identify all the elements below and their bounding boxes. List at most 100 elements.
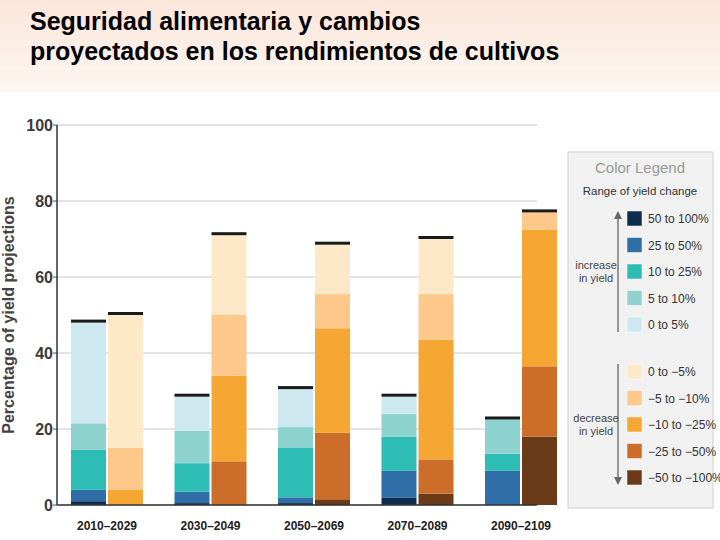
- legend-label: 25 to 50%: [648, 239, 702, 253]
- bar-segment: [419, 294, 454, 340]
- bar-segment: [212, 376, 247, 462]
- bar-segment: [522, 212, 557, 229]
- bar-segment: [278, 427, 313, 448]
- legend-label: −5 to −10%: [648, 392, 710, 406]
- y-tick-label: 20: [35, 421, 53, 438]
- bar-segment: [522, 230, 557, 367]
- grid-line: [57, 277, 537, 278]
- bar-segment: [71, 323, 106, 424]
- legend-swatch: [627, 211, 642, 226]
- bar-segment: [522, 366, 557, 436]
- bar-cap: [485, 417, 520, 420]
- bar-segment: [212, 235, 247, 315]
- bar-segment: [71, 490, 106, 501]
- bar-segment: [419, 494, 454, 505]
- bar-segment: [382, 397, 417, 414]
- legend-label: −50 to −100%: [648, 471, 720, 485]
- legend-label: −25 to −50%: [648, 445, 716, 459]
- bar-segment: [108, 490, 143, 505]
- grid-line: [57, 125, 537, 126]
- bar-segment: [485, 471, 520, 505]
- legend-label: 5 to 10%: [648, 292, 696, 306]
- legend-group-label: increasein yield: [575, 259, 617, 284]
- legend-swatch: [627, 470, 642, 485]
- grid-line: [57, 201, 537, 202]
- bar-cap: [522, 209, 557, 212]
- x-tick-label: 2030–2049: [180, 519, 240, 533]
- bar-segment: [315, 328, 350, 433]
- bar-segment: [382, 497, 417, 505]
- y-tick-label: 60: [35, 269, 53, 286]
- legend-label: 10 to 25%: [648, 265, 702, 279]
- bar-cap: [315, 242, 350, 245]
- bar-cap: [278, 386, 313, 389]
- bar-segment: [315, 499, 350, 505]
- legend-arrow-head: [614, 477, 622, 485]
- legend-label: 50 to 100%: [648, 212, 709, 226]
- bar-segment: [419, 459, 454, 493]
- legend-swatch: [627, 417, 642, 432]
- bar-segment: [522, 437, 557, 505]
- bar-segment: [175, 431, 210, 463]
- legend-label: −10 to −25%: [648, 418, 716, 432]
- bar-segment: [175, 397, 210, 431]
- legend-label: 0 to 5%: [648, 318, 689, 332]
- bar-segment: [108, 448, 143, 490]
- x-tick-label: 2010–2029: [77, 519, 137, 533]
- bar-segment: [212, 315, 247, 376]
- legend-subtitle: Range of yield change: [583, 185, 697, 197]
- bar-cap: [175, 394, 210, 397]
- bar-segment: [382, 471, 417, 498]
- bar-segment: [485, 454, 520, 471]
- legend-swatch: [627, 364, 642, 379]
- y-tick-label: 80: [35, 193, 53, 210]
- bar-segment: [485, 420, 520, 454]
- legend-swatch: [627, 391, 642, 406]
- legend-swatch: [627, 317, 642, 332]
- bar-segment: [315, 433, 350, 500]
- legend-title: Color Legend: [595, 159, 685, 176]
- bar-segment: [315, 245, 350, 294]
- chart: Seguridad alimentaria y cambiosproyectad…: [0, 0, 720, 540]
- legend-arrow: [617, 213, 618, 332]
- bar-segment: [419, 340, 454, 460]
- legend-swatch: [627, 238, 642, 253]
- grid-line: [57, 505, 537, 506]
- bar-cap: [212, 232, 247, 235]
- x-axis-line: [57, 504, 537, 506]
- bar-segment: [175, 492, 210, 503]
- bar-cap: [382, 394, 417, 397]
- bar-segment: [315, 294, 350, 328]
- bar-segment: [212, 461, 247, 505]
- bar-segment: [108, 315, 143, 448]
- y-tick-label: 100: [26, 117, 53, 134]
- x-tick-label: 2090–2109: [491, 519, 551, 533]
- legend-swatch: [627, 444, 642, 459]
- x-tick-label: 2070–2089: [387, 519, 447, 533]
- y-tick-label: 40: [35, 345, 53, 362]
- bar-segment: [71, 450, 106, 490]
- legend-group-label: decreasein yield: [573, 412, 618, 437]
- bar-cap: [108, 312, 143, 315]
- bar-segment: [278, 448, 313, 497]
- title: Seguridad alimentaria y cambiosproyectad…: [30, 7, 559, 65]
- header-band: [0, 0, 720, 92]
- y-axis-line: [56, 125, 58, 505]
- bar-segment: [175, 463, 210, 492]
- bar-cap: [419, 236, 454, 239]
- bar-segment: [278, 389, 313, 427]
- bar-cap: [71, 320, 106, 323]
- y-tick-label: 0: [44, 497, 53, 514]
- x-tick-label: 2050–2069: [284, 519, 344, 533]
- legend-arrow-head: [614, 211, 622, 219]
- bar-segment: [419, 239, 454, 294]
- bar-segment: [382, 437, 417, 471]
- bar-segment: [71, 423, 106, 450]
- bar-segment: [278, 497, 313, 503]
- legend-swatch: [627, 291, 642, 306]
- legend-arrow: [617, 364, 618, 483]
- y-axis-label: Percentage of yield projections: [0, 196, 17, 434]
- bar-segment: [382, 414, 417, 437]
- legend-label: 0 to −5%: [648, 365, 696, 379]
- bars: [71, 209, 557, 505]
